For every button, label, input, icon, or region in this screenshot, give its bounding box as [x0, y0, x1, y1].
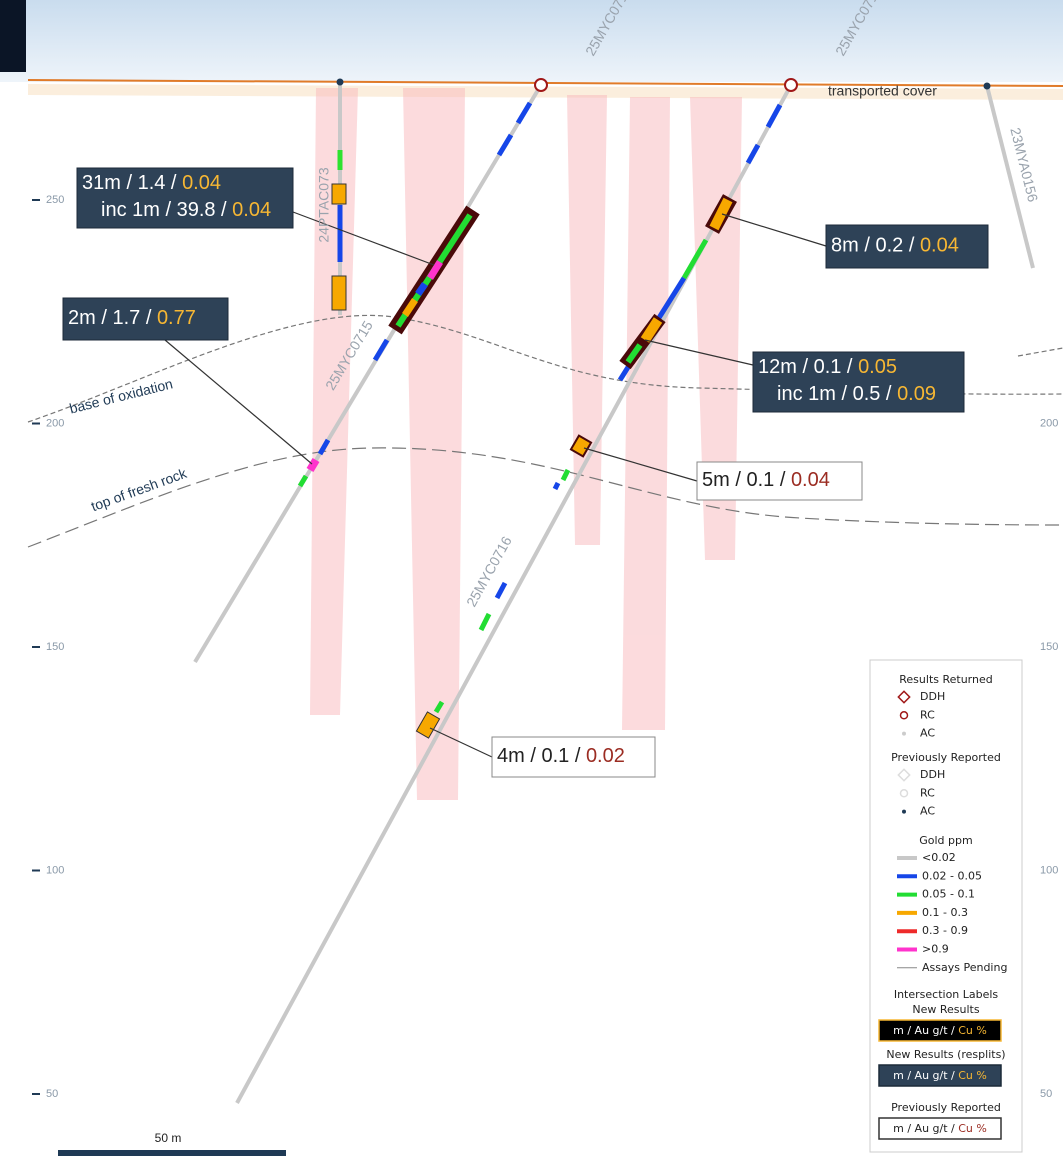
hole-label: 25MYC0716	[463, 533, 515, 609]
legend-symbol	[902, 731, 906, 736]
legend-symbol	[902, 809, 906, 814]
legend-title: Gold ppm	[919, 834, 972, 847]
legend-sample: m / Au g/t / Cu %	[893, 1024, 987, 1037]
surface-label: base of oxidation	[68, 375, 175, 416]
surface-label: transported cover	[828, 83, 937, 99]
label-text: 5m / 0.1 /	[702, 469, 791, 491]
legend-item: 0.05 - 0.1	[922, 888, 975, 901]
legend-sample: m / Au g/t / Cu %	[893, 1069, 987, 1082]
legend-item: DDH	[920, 768, 945, 781]
holes	[193, 78, 1035, 1104]
elev-label: 50	[1040, 1088, 1052, 1100]
legend-item: Assays Pending	[922, 961, 1007, 974]
intersection-label: 4m / 0.1 / 0.02	[497, 745, 625, 767]
legend-sample-box	[878, 1019, 1002, 1042]
intersection-label: 31m / 1.4 / 0.04	[82, 172, 221, 194]
intersection-box	[752, 351, 965, 413]
sample-cu: Cu %	[958, 1122, 987, 1135]
label-text: 4m / 0.1 /	[497, 745, 586, 767]
legend-item: RC	[920, 786, 935, 799]
sample-text: m / Au g/t /	[893, 1069, 958, 1082]
legend-title: Previously Reported	[891, 751, 1001, 764]
cover-band	[28, 84, 1063, 100]
legend-item: DDH	[920, 690, 945, 703]
legend-title: Intersection Labels	[894, 988, 999, 1001]
sample-cu: Cu %	[958, 1069, 987, 1082]
intersection-box	[62, 297, 229, 341]
leaders	[164, 211, 827, 758]
scale-bar	[58, 1150, 286, 1156]
legend-item: 0.1 - 0.3	[922, 906, 968, 919]
label-text: inc 1m / 0.5 /	[777, 383, 897, 405]
label-text: 2m / 1.7 /	[68, 307, 157, 329]
contacts	[27, 314, 1063, 548]
legend-item: AC	[920, 805, 935, 818]
intersection-label: 8m / 0.2 / 0.04	[831, 235, 959, 257]
elev-label: 100	[1040, 864, 1058, 876]
elev-label: 150	[1040, 641, 1058, 653]
legend-sample-box	[878, 1064, 1002, 1087]
label-text: 12m / 0.1 /	[758, 356, 858, 378]
label-cu: 0.05	[858, 356, 897, 378]
label-cu: 0.04	[920, 235, 959, 257]
label-cu: 0.04	[232, 199, 271, 221]
label-cu: 0.02	[586, 745, 625, 767]
intersection-label: 2m / 1.7 / 0.77	[68, 307, 196, 329]
legend-sample-box	[878, 1117, 1002, 1140]
label-text: inc 1m / 39.8 /	[101, 199, 232, 221]
hole-label: 24PTAC073	[316, 167, 332, 242]
sample-text: m / Au g/t /	[893, 1024, 958, 1037]
zones	[310, 88, 742, 800]
sample-cu: Cu %	[958, 1024, 987, 1037]
legend-subtitle: New Results	[912, 1003, 979, 1016]
legend-title: Results Returned	[899, 673, 992, 686]
legend-item: RC	[920, 708, 935, 721]
corner	[0, 0, 26, 72]
legend-item: 0.3 - 0.9	[922, 924, 968, 937]
legend-item: <0.02	[922, 851, 956, 864]
label-cu: 0.77	[157, 307, 196, 329]
elev-label: 200	[46, 417, 64, 429]
legend-subtitle: Previously Reported	[891, 1101, 1001, 1114]
intersection-box	[825, 224, 989, 269]
label-cu: 0.04	[182, 172, 221, 194]
legend-item: 0.02 - 0.05	[922, 869, 982, 882]
elev-label: 50	[46, 1088, 58, 1100]
intersection-label: inc 1m / 0.5 / 0.09	[777, 383, 936, 405]
elev-label: 100	[46, 864, 64, 876]
sky	[0, 0, 1063, 82]
intersection-box	[76, 167, 294, 229]
label-cu: 0.04	[791, 469, 830, 491]
label-text: 31m / 1.4 /	[82, 172, 182, 194]
legend-symbol	[897, 768, 911, 782]
surface-label: top of fresh rock	[89, 465, 190, 515]
intersection-label: 5m / 0.1 / 0.04	[702, 469, 830, 491]
legend-symbol	[899, 789, 909, 798]
legend-symbol	[899, 711, 909, 720]
intersection-label: 12m / 0.1 / 0.05	[758, 356, 897, 378]
elev-label: 250	[46, 194, 64, 206]
legend-sample: m / Au g/t / Cu %	[893, 1122, 987, 1135]
intersection-box	[491, 736, 656, 778]
legend-subtitle: New Results (resplits)	[886, 1048, 1005, 1061]
intersection-label: inc 1m / 39.8 / 0.04	[101, 199, 271, 221]
elev-label: 150	[46, 641, 64, 653]
label-cu: 0.09	[897, 383, 936, 405]
elev-label: 200	[1040, 417, 1058, 429]
scale-label: 50 m	[155, 1131, 182, 1145]
legend-item: >0.9	[922, 943, 949, 956]
sample-text: m / Au g/t /	[893, 1122, 958, 1135]
intersection-box	[696, 461, 863, 501]
legend-symbol	[897, 690, 911, 704]
label-text: 8m / 0.2 /	[831, 235, 920, 257]
legend-item: AC	[920, 727, 935, 740]
